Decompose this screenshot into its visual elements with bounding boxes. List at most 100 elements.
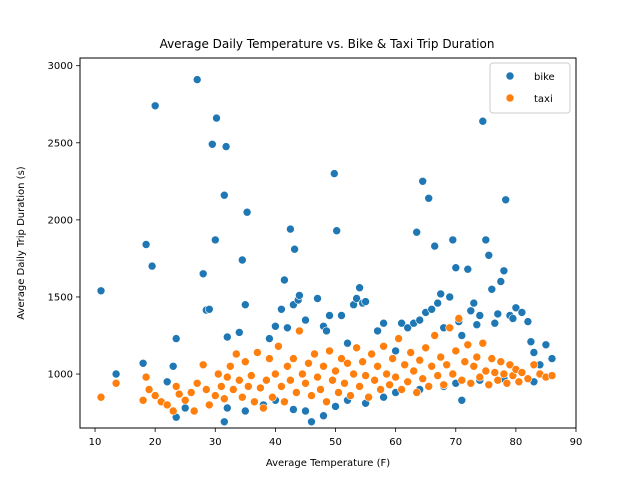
- chart-title: Average Daily Temperature vs. Bike & Tax…: [160, 37, 495, 51]
- bike-point: [478, 116, 488, 126]
- taxi-point: [322, 397, 331, 407]
- taxi-point: [325, 346, 334, 356]
- taxi-point: [259, 403, 268, 413]
- bike-point: [162, 377, 172, 387]
- taxi-point: [319, 361, 328, 371]
- bike-point: [427, 304, 437, 314]
- bike-point: [286, 224, 295, 234]
- taxi-point: [198, 360, 208, 370]
- bike-point: [205, 304, 214, 314]
- taxi-point: [469, 361, 479, 371]
- taxi-point: [403, 377, 413, 387]
- bike-point: [412, 227, 422, 237]
- taxi-point: [286, 375, 295, 385]
- bike-point: [418, 177, 428, 186]
- taxi-point: [343, 358, 352, 368]
- taxi-point: [373, 361, 382, 371]
- taxi-point: [349, 369, 358, 379]
- bike-point: [415, 315, 425, 325]
- x-tick-label: 10: [89, 437, 102, 448]
- bike-point: [168, 361, 178, 371]
- taxi-point: [298, 369, 307, 379]
- taxi-point: [451, 346, 461, 356]
- bike-point: [523, 317, 533, 326]
- taxi-point: [454, 314, 464, 323]
- x-tick-label: 40: [269, 437, 282, 448]
- bike-point: [430, 241, 440, 251]
- bike-point: [424, 194, 434, 203]
- taxi-point: [256, 383, 265, 393]
- taxi-point: [171, 382, 181, 391]
- bike-point: [493, 309, 503, 319]
- taxi-point: [490, 368, 500, 377]
- taxi-point: [514, 377, 524, 387]
- x-tick-label: 20: [149, 437, 162, 448]
- taxi-point: [138, 395, 148, 405]
- bike-point: [242, 207, 252, 217]
- bike-point: [391, 346, 400, 356]
- bike-point: [457, 395, 467, 405]
- taxi-point: [415, 355, 425, 365]
- bike-point: [445, 292, 455, 302]
- x-tick-label: 80: [510, 437, 523, 448]
- bike-point: [192, 75, 202, 84]
- bike-point: [208, 140, 217, 149]
- taxi-point: [463, 340, 473, 350]
- bike-point: [451, 263, 461, 273]
- taxi-point: [313, 372, 322, 382]
- bike-point: [235, 328, 244, 337]
- taxi-point: [268, 392, 277, 402]
- bike-point: [526, 337, 536, 347]
- bike-point: [212, 113, 221, 123]
- bike-point: [361, 297, 370, 306]
- bike-point: [529, 348, 539, 357]
- legend: bike taxi: [489, 62, 571, 114]
- bike-point: [301, 406, 310, 416]
- taxi-point: [406, 348, 416, 357]
- taxi-point: [307, 391, 316, 400]
- taxi-point: [367, 349, 376, 359]
- taxi-point: [244, 382, 253, 391]
- taxi-point: [499, 369, 509, 379]
- legend-label-bike: bike: [534, 72, 555, 83]
- taxi-point: [424, 382, 434, 391]
- taxi-point: [265, 354, 274, 363]
- x-axis-label: Average Temperature (F): [266, 458, 390, 469]
- taxi-point: [271, 369, 280, 379]
- taxi-point: [481, 366, 491, 376]
- taxi-point: [96, 392, 106, 402]
- taxi-point: [232, 349, 241, 359]
- taxi-point: [478, 338, 488, 348]
- data-points: [96, 75, 557, 427]
- bike-point: [221, 142, 231, 151]
- taxi-point: [385, 380, 394, 390]
- taxi-point: [250, 397, 259, 407]
- taxi-point: [493, 375, 503, 385]
- bike-point: [496, 277, 506, 286]
- bike-point: [277, 304, 286, 314]
- bike-point: [171, 334, 181, 343]
- taxi-point: [496, 357, 506, 367]
- bike-point: [180, 403, 190, 413]
- taxi-point: [247, 371, 256, 380]
- x-tick-label: 50: [329, 437, 342, 448]
- taxi-point: [361, 371, 370, 380]
- bike-point: [96, 286, 106, 296]
- y-tick-label: 1000: [48, 370, 73, 381]
- bike-point: [307, 417, 316, 427]
- taxi-point: [292, 388, 301, 397]
- legend-marker-bike: [505, 71, 515, 81]
- bike-point: [541, 340, 551, 350]
- x-axis: 10 20 30 40 50 60 70 80 90: [89, 428, 582, 448]
- bike-point: [337, 311, 346, 320]
- taxi-point: [223, 372, 232, 382]
- taxi-point: [186, 388, 196, 397]
- taxi-point: [150, 391, 160, 400]
- legend-label-taxi: taxi: [534, 94, 553, 105]
- taxi-point: [472, 352, 482, 362]
- bike-point: [271, 321, 280, 331]
- taxi-point: [226, 361, 235, 371]
- taxi-point: [274, 341, 283, 351]
- bike-point: [487, 284, 497, 294]
- taxi-point: [442, 360, 452, 370]
